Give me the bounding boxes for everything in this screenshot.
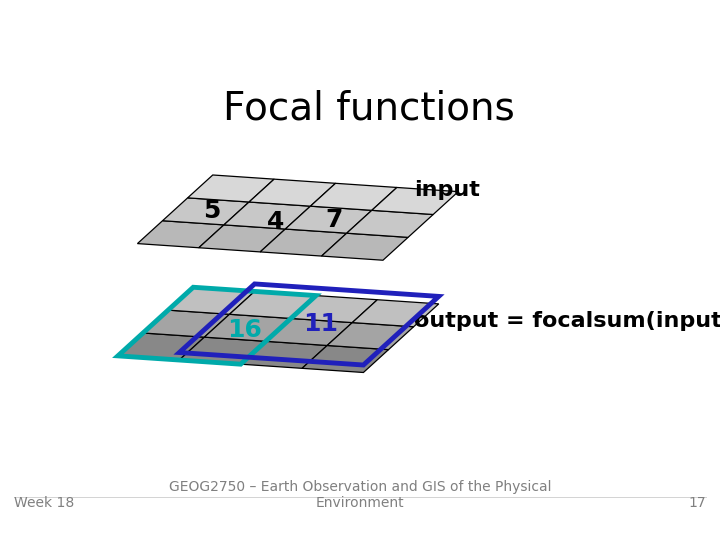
Polygon shape — [204, 314, 291, 341]
Text: Week 18: Week 18 — [14, 496, 75, 510]
Polygon shape — [266, 319, 352, 346]
Polygon shape — [163, 198, 249, 225]
Text: input: input — [414, 179, 480, 200]
Polygon shape — [285, 206, 372, 233]
Polygon shape — [118, 333, 204, 360]
Polygon shape — [347, 210, 433, 238]
Polygon shape — [372, 187, 459, 214]
Text: GEOG2750 – Earth Observation and GIS of the Physical
Environment: GEOG2750 – Earth Observation and GIS of … — [168, 480, 552, 510]
Polygon shape — [310, 183, 397, 210]
Text: 5: 5 — [202, 199, 220, 224]
Text: 4: 4 — [267, 210, 284, 234]
Polygon shape — [302, 346, 389, 373]
Polygon shape — [249, 179, 336, 206]
Text: 7: 7 — [325, 208, 343, 232]
Polygon shape — [260, 229, 347, 256]
Text: Focal functions: Focal functions — [223, 90, 515, 128]
Polygon shape — [230, 292, 316, 319]
Polygon shape — [138, 221, 224, 248]
Polygon shape — [327, 322, 414, 349]
Polygon shape — [291, 295, 377, 322]
Polygon shape — [168, 287, 255, 314]
Text: 16: 16 — [228, 318, 262, 342]
Polygon shape — [240, 341, 327, 368]
Text: 11: 11 — [302, 312, 338, 336]
Text: 17: 17 — [688, 496, 706, 510]
Polygon shape — [179, 337, 266, 364]
Polygon shape — [224, 202, 310, 229]
Polygon shape — [188, 175, 274, 202]
Polygon shape — [199, 225, 285, 252]
Text: output = focalsum(input): output = focalsum(input) — [414, 310, 720, 330]
Polygon shape — [143, 310, 230, 337]
Polygon shape — [352, 300, 438, 327]
Polygon shape — [322, 233, 408, 260]
